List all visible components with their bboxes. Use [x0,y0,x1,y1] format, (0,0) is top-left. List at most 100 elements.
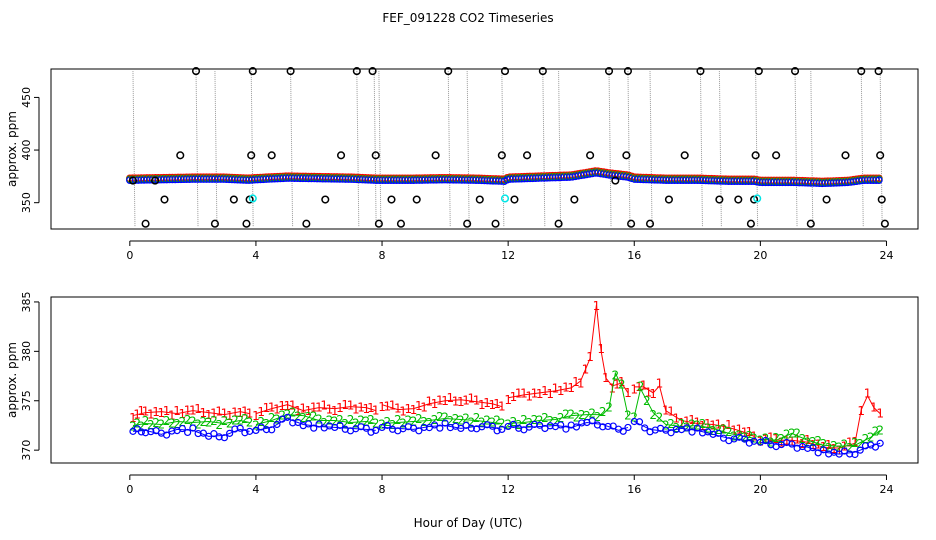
series-2-marker: 2 [315,412,323,426]
series-1-marker: 1 [525,390,533,404]
top-gap-line [542,71,546,227]
series-2-marker: 2 [809,435,817,449]
series-1-marker: 1 [493,397,501,411]
series-1-marker: 1 [378,400,386,414]
series-1-marker: 1 [184,403,192,417]
series-1-marker: 1 [531,387,539,401]
series-1-marker: 1 [515,386,523,400]
series-1-marker: 1 [457,395,465,409]
series-1-marker: 1 [200,406,208,420]
top-flagged-point [176,151,185,160]
series-2-marker: 2 [142,414,150,428]
series-2-marker: 2 [305,410,313,424]
top-flagged-point [822,195,831,204]
bottom-x-tick-label: 0 [126,483,133,496]
series-1-marker: 1 [399,405,407,419]
top-gap-line [195,71,199,227]
top-flagged-point [874,67,883,76]
series-2-marker: 2 [867,430,875,444]
series-2-marker: 2 [846,441,854,455]
series-2-marker: 2 [788,426,796,440]
top-flagged-point [876,151,885,160]
series-1-line [760,394,881,449]
top-flagged-point [444,67,453,76]
series-2-marker: 2 [152,416,160,430]
series-1-marker: 1 [725,418,733,432]
series-2-marker: 2 [399,416,407,430]
series-2-marker: 2 [252,419,260,433]
series-2-marker: 2 [431,413,439,427]
series-2-marker: 2 [184,413,192,427]
series-3-marker [688,428,696,436]
series-3-line [760,441,881,455]
series-2-marker: 2 [578,408,586,422]
bottom-y-tick-label: 370 [20,440,33,461]
top-gap-line [250,71,254,227]
series-1-marker: 1 [441,394,449,408]
series-1-marker: 1 [194,402,202,416]
series-2-marker: 2 [246,415,254,429]
series-1-marker: 1 [541,384,549,398]
series-3-marker [294,418,302,427]
series-1-marker: 1 [326,403,334,417]
series-3-marker [310,424,318,432]
series-2-marker: 2 [688,418,696,432]
series-1-marker: 1 [630,382,638,396]
top-flagged-point [772,151,781,160]
series-2-marker: 2 [158,417,166,431]
series-2-marker: 2 [289,406,297,420]
bottom-x-tick-label: 8 [379,483,386,496]
series-1-marker: 1 [683,415,691,429]
series-1-marker: 1 [876,407,884,421]
series-1-marker: 1 [341,398,349,412]
top-flagged-point [160,195,169,204]
series-2-marker: 2 [404,414,412,428]
series-3-marker [362,424,370,432]
series-1-marker: 1 [452,394,460,408]
series-2-marker: 2 [618,378,626,392]
series-2-marker: 2 [772,431,780,445]
bottom-x-tick-label: 12 [501,483,515,496]
series-1-marker: 1 [394,401,402,415]
series-2-marker: 2 [362,415,370,429]
series-1-line [381,399,502,411]
series-1-marker: 1 [236,406,244,420]
top-flagged-point [790,67,800,76]
series-3-marker [578,419,586,427]
series-1-marker: 1 [498,400,506,414]
top-flagged-point [463,219,472,228]
top-calibration-point [753,194,762,203]
series-3-line [132,428,250,437]
series-1-line [634,384,755,437]
top-gap-line [649,71,653,227]
top-flagged-point [150,176,160,185]
series-2-marker: 2 [263,417,271,431]
series-3-marker [788,440,796,448]
series-2-marker: 2 [273,413,281,427]
series-3-marker [536,421,544,429]
series-3-marker [714,429,722,437]
series-1-marker: 1 [640,379,648,393]
series-1-marker: 1 [504,393,512,407]
series-1-marker: 1 [362,402,370,416]
bottom-panel-frame [50,296,919,464]
series-2-marker: 2 [599,405,607,419]
series-3-marker [420,423,428,432]
top-flagged-point [751,151,760,160]
series-2-marker: 2 [851,436,859,450]
series-3-marker [436,424,444,432]
series-3-marker [562,425,570,433]
series-2-marker: 2 [483,414,491,428]
series-1-marker: 1 [179,407,187,421]
top-flagged-point [554,219,563,228]
series-3-marker [336,421,344,429]
series-2-marker: 2 [336,413,344,427]
series-3-marker [871,443,880,451]
series-1-marker: 1 [231,406,239,420]
series-3-marker [624,423,632,432]
series-1-marker: 1 [404,402,412,416]
series-1-marker: 1 [462,393,470,407]
series-3-marker [498,425,506,434]
series-2-marker: 2 [478,415,486,429]
series-2-marker: 2 [814,434,822,448]
